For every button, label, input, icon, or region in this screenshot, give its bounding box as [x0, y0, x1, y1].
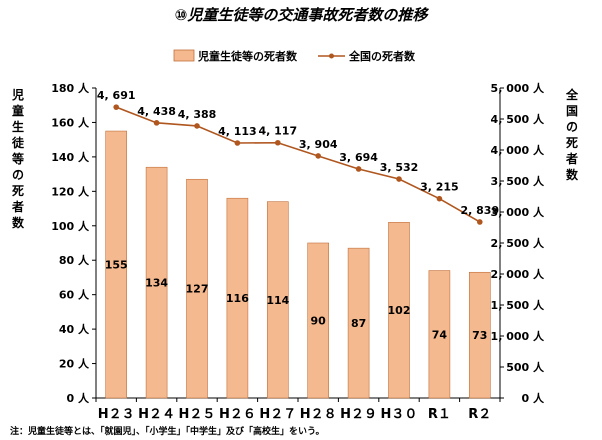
bar [428, 270, 451, 399]
x-category-label: H２４ [138, 407, 175, 422]
line-point [234, 140, 241, 146]
right-tick-label: 2, 000 人 [491, 267, 545, 281]
line-point [355, 166, 362, 172]
legend-swatch-bar [173, 49, 195, 62]
bar-value-label: 74 [432, 328, 448, 341]
bar [388, 222, 410, 399]
line-value-label: 3, 904 [299, 138, 338, 151]
footnote: 注：児童生徒等とは、「就園児」、「小学生」「中学生」及び「高校生」をいう。 [10, 427, 325, 437]
right-tick-label: 2, 500 人 [491, 236, 545, 250]
line-point [436, 195, 443, 202]
x-category-label: H２９ [340, 407, 377, 422]
right-tick-label: 1, 000 人 [491, 329, 545, 343]
x-category-label: H２７ [259, 407, 296, 422]
left-tick-label: 120 人 [51, 184, 90, 198]
bar-value-label: 134 [145, 277, 168, 290]
right-axis-title: 全国の死者数 [565, 87, 579, 182]
left-axis-title: 児童生徒等の死者数 [11, 88, 25, 230]
line-point [113, 104, 119, 110]
right-tick-label: 3, 000 人 [491, 205, 545, 219]
x-category-label: H２３ [98, 407, 135, 422]
right-tick-label: 5, 000 人 [491, 81, 545, 95]
legend: 児童生徒等の死者数 全国の死者数 [173, 49, 416, 63]
right-tick-label: 4, 500 人 [491, 112, 545, 126]
bar [226, 197, 249, 399]
line-series [113, 104, 483, 225]
right-tick-label: 500 人 [506, 360, 545, 374]
bar-value-label: 102 [388, 304, 411, 317]
bar [266, 201, 289, 399]
line-value-label: 3, 694 [339, 151, 378, 164]
x-category-label: H３０ [381, 407, 418, 422]
line-point [315, 153, 322, 159]
line-point [275, 139, 281, 146]
bar [145, 166, 168, 399]
line-point [194, 123, 200, 129]
line-value-label: 3, 532 [380, 161, 419, 174]
x-category-label: H２５ [179, 407, 216, 422]
left-tick-label: 0 人 [67, 391, 90, 405]
bar [347, 247, 370, 399]
line-value-label: 4, 117 [258, 125, 297, 138]
line-value-label: 2, 839 [460, 204, 499, 217]
bar-value-label: 87 [351, 317, 366, 330]
left-tick-label: 60 人 [59, 288, 90, 302]
bar [307, 242, 330, 399]
line-point [396, 176, 402, 182]
line-path [115, 106, 481, 223]
bars [105, 130, 491, 399]
left-tick-label: 20 人 [59, 357, 90, 371]
x-category-label: H２８ [300, 407, 337, 422]
left-tick-label: 140 人 [51, 150, 90, 164]
bar-value-label: 127 [186, 283, 209, 296]
left-tick-label: 100 人 [51, 219, 90, 233]
left-tick-label: 160 人 [51, 115, 90, 129]
bar-value-label: 116 [226, 292, 249, 305]
right-tick-label: 1, 500 人 [491, 298, 545, 312]
line-value-label: 4, 113 [218, 125, 257, 138]
line-value-label: 4, 691 [97, 89, 136, 102]
bar [105, 130, 128, 399]
chart-title: ⑩児童生徒等の交通事故死者数の推移 [175, 6, 430, 24]
bar [186, 178, 208, 399]
line-point [153, 120, 160, 126]
left-tick-label: 80 人 [59, 253, 90, 267]
x-category-label: R２ [468, 407, 491, 422]
bar [468, 271, 491, 399]
line-value-label: 4, 438 [137, 105, 176, 118]
axes: 0 人 20 人 40 人 60 人 80 人 100 人 120 人 140 人 160 人 1… [51, 81, 545, 422]
bar-value-label: 114 [266, 294, 289, 307]
left-tick-label: 40 人 [59, 322, 90, 336]
left-tick-label: 180 人 [51, 81, 90, 95]
x-category-label: R１ [428, 407, 451, 422]
legend-swatch-marker [329, 53, 334, 59]
legend-label-bar: 児童生徒等の死者数 [197, 49, 298, 63]
legend-label-line: 全国の死者数 [348, 49, 416, 63]
axis-titles: 児童生徒等の死者数 全国の死者数 [11, 87, 579, 230]
line-value-label: 4, 388 [178, 108, 217, 121]
x-category-label: H２６ [219, 407, 256, 422]
right-tick-label: 0 人 [522, 391, 545, 405]
right-tick-label: 4, 000 人 [491, 143, 545, 157]
right-tick-label: 3, 500 人 [491, 174, 545, 188]
line-value-label: 3, 215 [420, 181, 459, 194]
bar-value-label: 73 [472, 329, 487, 342]
line-point [477, 219, 483, 225]
bar-value-label: 90 [311, 315, 327, 328]
bar-value-label: 155 [105, 259, 128, 272]
